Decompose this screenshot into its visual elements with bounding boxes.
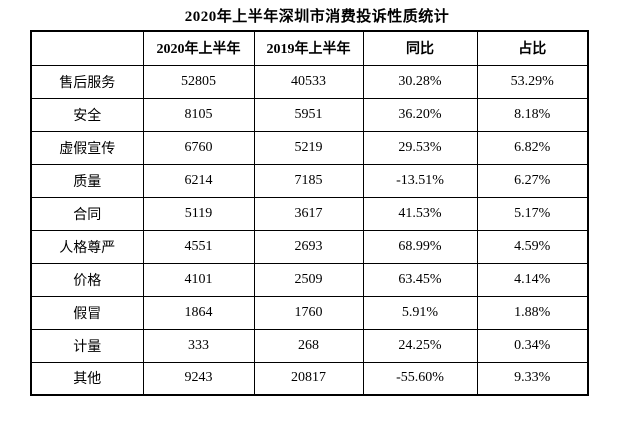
cell-share-value: 53.29% (476, 64, 589, 99)
cell-share-value: 5.17% (476, 196, 589, 231)
cell-2020-value: 8105 (142, 97, 255, 132)
cell-2020-value: 333 (142, 328, 255, 363)
cell-yoy-value: 68.99% (362, 229, 478, 264)
cell-2020-value: 9243 (142, 361, 255, 396)
row-label: 其他 (30, 361, 144, 396)
cell-share-value: 6.27% (476, 163, 589, 198)
table-row: 其他 9243 20817 -55.60% 9.33% (30, 361, 589, 396)
cell-yoy-value: 63.45% (362, 262, 478, 297)
table-row: 售后服务 52805 40533 30.28% 53.29% (30, 64, 589, 99)
cell-2020-value: 6214 (142, 163, 255, 198)
header-cell-blank (30, 30, 144, 66)
table-row: 质量 6214 7185 -13.51% 6.27% (30, 163, 589, 198)
cell-yoy-value: 5.91% (362, 295, 478, 330)
cell-2020-value: 4551 (142, 229, 255, 264)
cell-2019-value: 5951 (253, 97, 364, 132)
table-row: 虚假宣传 6760 5219 29.53% 6.82% (30, 130, 589, 165)
cell-yoy-value: 24.25% (362, 328, 478, 363)
cell-2020-value: 5119 (142, 196, 255, 231)
cell-share-value: 1.88% (476, 295, 589, 330)
table-row: 假冒 1864 1760 5.91% 1.88% (30, 295, 589, 330)
cell-share-value: 8.18% (476, 97, 589, 132)
cell-2019-value: 7185 (253, 163, 364, 198)
header-cell-2019: 2019年上半年 (253, 30, 364, 66)
header-cell-2020: 2020年上半年 (142, 30, 255, 66)
cell-2019-value: 2693 (253, 229, 364, 264)
cell-2020-value: 4101 (142, 262, 255, 297)
cell-yoy-value: -55.60% (362, 361, 478, 396)
row-label: 计量 (30, 328, 144, 363)
cell-2020-value: 52805 (142, 64, 255, 99)
cell-2019-value: 20817 (253, 361, 364, 396)
row-label: 售后服务 (30, 64, 144, 99)
header-row: 2020年上半年 2019年上半年 同比 占比 (30, 30, 589, 66)
row-label: 安全 (30, 97, 144, 132)
table-row: 人格尊严 4551 2693 68.99% 4.59% (30, 229, 589, 264)
row-label: 人格尊严 (30, 229, 144, 264)
cell-2019-value: 5219 (253, 130, 364, 165)
cell-2019-value: 3617 (253, 196, 364, 231)
cell-share-value: 9.33% (476, 361, 589, 396)
page-title: 2020年上半年深圳市消费投诉性质统计 (184, 8, 450, 25)
table-row: 合同 5119 3617 41.53% 5.17% (30, 196, 589, 231)
cell-yoy-value: 30.28% (362, 64, 478, 99)
cell-yoy-value: 36.20% (362, 97, 478, 132)
cell-2019-value: 1760 (253, 295, 364, 330)
cell-2019-value: 268 (253, 328, 364, 363)
cell-yoy-value: 29.53% (362, 130, 478, 165)
table-row: 计量 333 268 24.25% 0.34% (30, 328, 589, 363)
cell-2019-value: 2509 (253, 262, 364, 297)
cell-yoy-value: -13.51% (362, 163, 478, 198)
title-bar: 2020年上半年深圳市消费投诉性质统计 (0, 0, 634, 30)
cell-2020-value: 6760 (142, 130, 255, 165)
cell-yoy-value: 41.53% (362, 196, 478, 231)
header-cell-share: 占比 (476, 30, 589, 66)
complaint-statistics-table: 2020年上半年 2019年上半年 同比 占比 售后服务 52805 40533… (30, 30, 589, 396)
cell-share-value: 4.14% (476, 262, 589, 297)
row-label: 质量 (30, 163, 144, 198)
row-label: 假冒 (30, 295, 144, 330)
header-cell-yoy: 同比 (362, 30, 478, 66)
row-label: 合同 (30, 196, 144, 231)
table-row: 价格 4101 2509 63.45% 4.14% (30, 262, 589, 297)
cell-2019-value: 40533 (253, 64, 364, 99)
row-label: 虚假宣传 (30, 130, 144, 165)
cell-2020-value: 1864 (142, 295, 255, 330)
row-label: 价格 (30, 262, 144, 297)
cell-share-value: 6.82% (476, 130, 589, 165)
cell-share-value: 4.59% (476, 229, 589, 264)
table-row: 安全 8105 5951 36.20% 8.18% (30, 97, 589, 132)
cell-share-value: 0.34% (476, 328, 589, 363)
